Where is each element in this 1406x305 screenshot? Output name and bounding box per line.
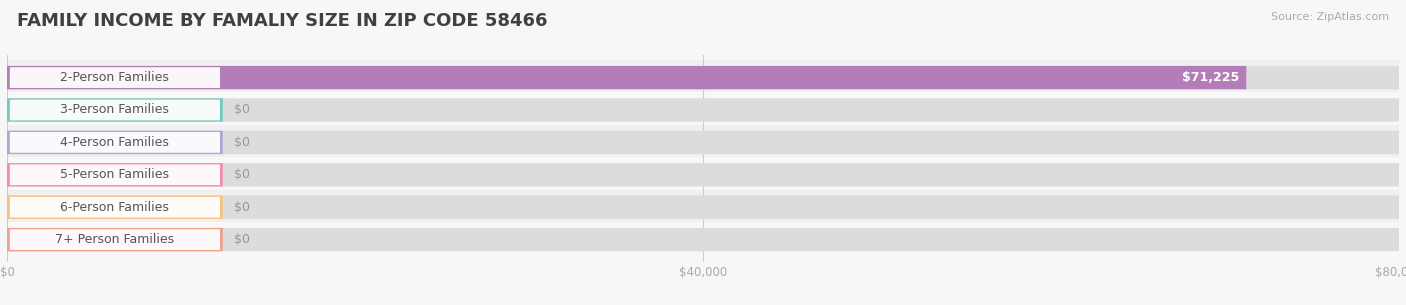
FancyBboxPatch shape (10, 132, 219, 153)
FancyBboxPatch shape (7, 196, 222, 219)
Bar (7, 92, 1399, 127)
FancyBboxPatch shape (10, 67, 219, 88)
FancyBboxPatch shape (7, 163, 222, 186)
Bar (7, 190, 1399, 225)
FancyBboxPatch shape (7, 66, 1246, 89)
Text: $0: $0 (233, 201, 250, 214)
Text: $0: $0 (233, 103, 250, 117)
FancyBboxPatch shape (7, 131, 1399, 154)
Bar (7, 125, 1399, 160)
Text: 4-Person Families: 4-Person Families (60, 136, 169, 149)
FancyBboxPatch shape (10, 164, 219, 185)
FancyBboxPatch shape (10, 197, 219, 217)
FancyBboxPatch shape (10, 100, 219, 120)
Bar (7, 222, 1399, 257)
Text: 6-Person Families: 6-Person Families (60, 201, 169, 214)
Bar (7, 157, 1399, 192)
FancyBboxPatch shape (7, 98, 1399, 122)
Text: 2-Person Families: 2-Person Families (60, 71, 169, 84)
FancyBboxPatch shape (7, 66, 1399, 89)
FancyBboxPatch shape (7, 228, 222, 251)
Text: FAMILY INCOME BY FAMALIY SIZE IN ZIP CODE 58466: FAMILY INCOME BY FAMALIY SIZE IN ZIP COD… (17, 12, 547, 30)
Text: 5-Person Families: 5-Person Families (60, 168, 169, 181)
Text: $71,225: $71,225 (1182, 71, 1239, 84)
Text: 3-Person Families: 3-Person Families (60, 103, 169, 117)
Bar (7, 60, 1399, 95)
FancyBboxPatch shape (7, 163, 1399, 186)
Text: $0: $0 (233, 233, 250, 246)
FancyBboxPatch shape (7, 131, 222, 154)
Text: $0: $0 (233, 136, 250, 149)
Text: 7+ Person Families: 7+ Person Families (55, 233, 174, 246)
FancyBboxPatch shape (7, 98, 222, 122)
Text: Source: ZipAtlas.com: Source: ZipAtlas.com (1271, 12, 1389, 22)
FancyBboxPatch shape (10, 229, 219, 250)
Text: $0: $0 (233, 168, 250, 181)
FancyBboxPatch shape (7, 196, 1399, 219)
FancyBboxPatch shape (7, 228, 1399, 251)
